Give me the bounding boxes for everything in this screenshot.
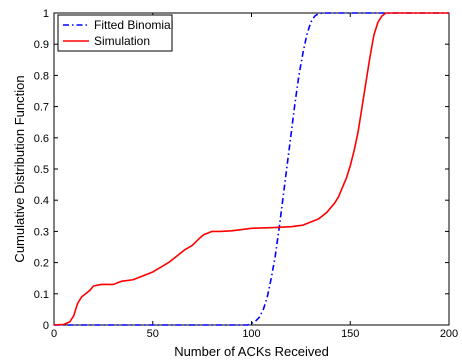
legend-label-fitted-binomial: Fitted Binomial: [94, 18, 173, 32]
legend-label-simulation: Simulation: [94, 34, 150, 48]
y-tick-label: 0.6: [34, 133, 49, 145]
plot-area: [53, 12, 450, 326]
y-tick-label: 0.7: [34, 102, 49, 114]
y-tick-label: 0.2: [34, 258, 49, 270]
y-tick-label: 0.3: [34, 226, 49, 238]
series-lines: [53, 12, 449, 326]
series-line-fitted-binomial: [54, 12, 449, 326]
y-tick-label: 0.4: [34, 195, 49, 207]
axis-tick-labels: 0 50 100 150 200 0 0.1 0.2 0.3 0.4 0.5 0.6 0.7 0.8 0.9…: [34, 8, 458, 340]
y-tick-label: 1: [43, 8, 49, 20]
x-tick-label: 200: [440, 328, 458, 340]
x-tick-label: 150: [341, 328, 359, 340]
axis-ticks: [53, 12, 450, 326]
y-tick-label: 0: [43, 320, 49, 332]
y-tick-label: 0.8: [34, 70, 49, 82]
y-tick-label: 0.1: [34, 289, 49, 301]
x-tick-label: 50: [147, 328, 159, 340]
y-tick-label: 0.9: [34, 39, 49, 51]
y-axis-title: Cumulative Distribution Function: [12, 75, 27, 262]
series-line-simulation: [53, 12, 449, 326]
x-axis-title: Number of ACKs Received: [174, 344, 329, 359]
x-tick-label: 100: [242, 328, 260, 340]
legend: Fitted Binomial Simulation: [57, 14, 173, 52]
y-tick-label: 0.5: [34, 164, 49, 176]
legend-box: [57, 14, 173, 52]
x-tick-label: 0: [51, 328, 57, 340]
